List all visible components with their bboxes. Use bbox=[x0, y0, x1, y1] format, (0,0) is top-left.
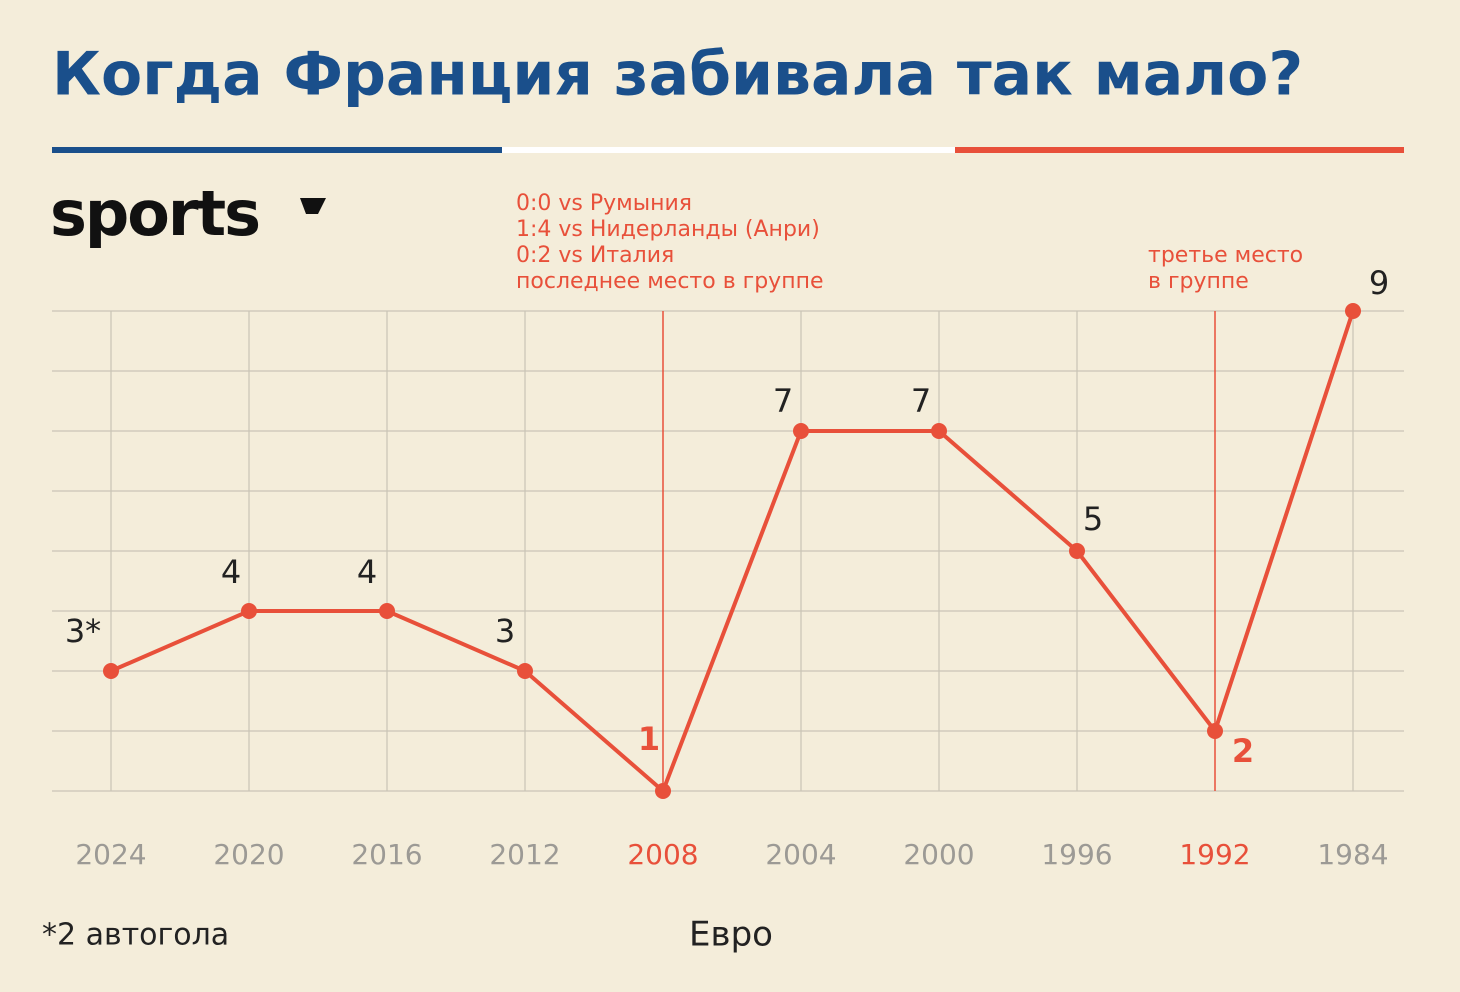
point bbox=[1069, 543, 1085, 559]
point bbox=[931, 423, 947, 439]
data-label: 7 bbox=[773, 382, 793, 420]
data-label: 5 bbox=[1083, 500, 1103, 538]
x-tick-label: 2000 bbox=[903, 838, 974, 871]
data-label: 1 bbox=[638, 720, 660, 758]
point bbox=[241, 603, 257, 619]
annotation: 0:0 vs Румыния bbox=[516, 191, 692, 216]
logo-mark bbox=[300, 198, 326, 214]
flag-stripe bbox=[502, 147, 955, 153]
chart-title: Когда Франция забивала так мало? bbox=[52, 40, 1303, 110]
point bbox=[517, 663, 533, 679]
point bbox=[379, 603, 395, 619]
line bbox=[110, 310, 1355, 793]
data-label: 2 bbox=[1232, 732, 1254, 770]
flag-stripe bbox=[955, 147, 1404, 153]
annotation: 0:2 vs Италия bbox=[516, 243, 674, 268]
x-tick-label: 2008 bbox=[627, 838, 698, 871]
x-tick-label: 1992 bbox=[1179, 838, 1250, 871]
data-label: 3 bbox=[495, 612, 515, 650]
x-tick-label: 2012 bbox=[489, 838, 560, 871]
point bbox=[793, 423, 809, 439]
point bbox=[103, 663, 119, 679]
data-label: 4 bbox=[357, 553, 377, 591]
x-tick-label: 1996 bbox=[1041, 838, 1112, 871]
x-tick-label: 2024 bbox=[75, 838, 146, 871]
annotation: третье место bbox=[1148, 243, 1303, 268]
point bbox=[1345, 303, 1361, 319]
x-axis-label: Евро bbox=[689, 915, 773, 955]
annotation: 1:4 vs Нидерланды (Анри) bbox=[516, 217, 820, 242]
x-tick-label: 2004 bbox=[765, 838, 836, 871]
data-label: 7 bbox=[911, 382, 931, 420]
annotation: последнее место в группе bbox=[516, 269, 824, 294]
footnote: *2 автогола bbox=[42, 918, 229, 953]
annotation: в группе bbox=[1148, 269, 1249, 294]
x-tick-label: 2020 bbox=[213, 838, 284, 871]
flag-stripe bbox=[52, 147, 502, 153]
point bbox=[1207, 723, 1223, 739]
data-label: 3* bbox=[65, 612, 101, 650]
x-tick-label: 1984 bbox=[1317, 838, 1388, 871]
point bbox=[655, 783, 671, 799]
logo: sports bbox=[50, 177, 259, 250]
data-label: 9 bbox=[1369, 264, 1389, 302]
x-tick-label: 2016 bbox=[351, 838, 422, 871]
data-label: 4 bbox=[221, 553, 241, 591]
